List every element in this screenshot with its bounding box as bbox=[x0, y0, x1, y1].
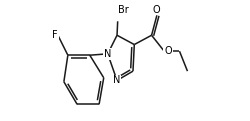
Text: N: N bbox=[104, 49, 112, 59]
Text: O: O bbox=[164, 46, 172, 56]
Text: Br: Br bbox=[118, 5, 128, 15]
Text: O: O bbox=[152, 5, 160, 15]
Text: F: F bbox=[52, 30, 58, 40]
Text: N: N bbox=[113, 75, 121, 85]
